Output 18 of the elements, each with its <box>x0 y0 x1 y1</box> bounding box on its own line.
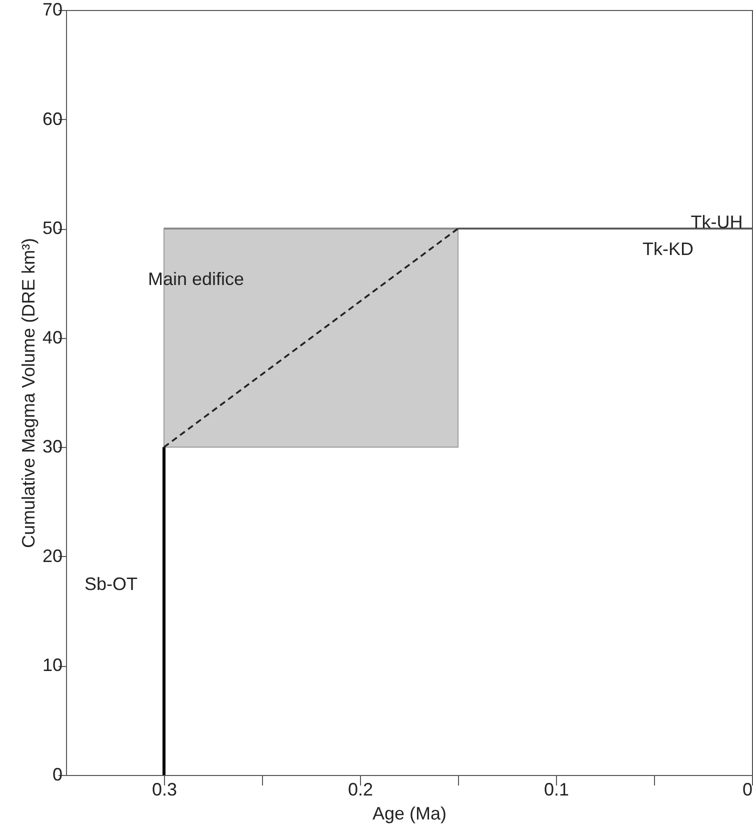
annotation: Tk-UH <box>690 212 743 232</box>
annotation: Tk-KD <box>642 239 694 259</box>
x-tick-label: 0.3 <box>152 780 178 800</box>
x-tick-label: 0.2 <box>348 780 374 800</box>
x-axis-title: Age (Ma) <box>372 804 447 824</box>
y-tick-label: 10 <box>42 655 62 676</box>
y-tick-label: 20 <box>42 546 62 566</box>
x-tick-label: 0.1 <box>544 780 570 800</box>
y-tick-label: 40 <box>42 327 62 348</box>
y-tick-label: 0 <box>52 764 62 784</box>
y-tick-label: 30 <box>42 436 62 457</box>
annotation: Main edifice <box>148 269 244 289</box>
x-tick-label: 0 <box>742 780 752 800</box>
y-tick-label: 60 <box>42 108 62 129</box>
y-axis-title: Cumulative Magma Volume (DRE km³) <box>18 238 38 548</box>
y-tick-label: 70 <box>42 0 62 20</box>
annotation: Sb-OT <box>84 574 138 594</box>
y-tick-label: 50 <box>42 218 62 238</box>
